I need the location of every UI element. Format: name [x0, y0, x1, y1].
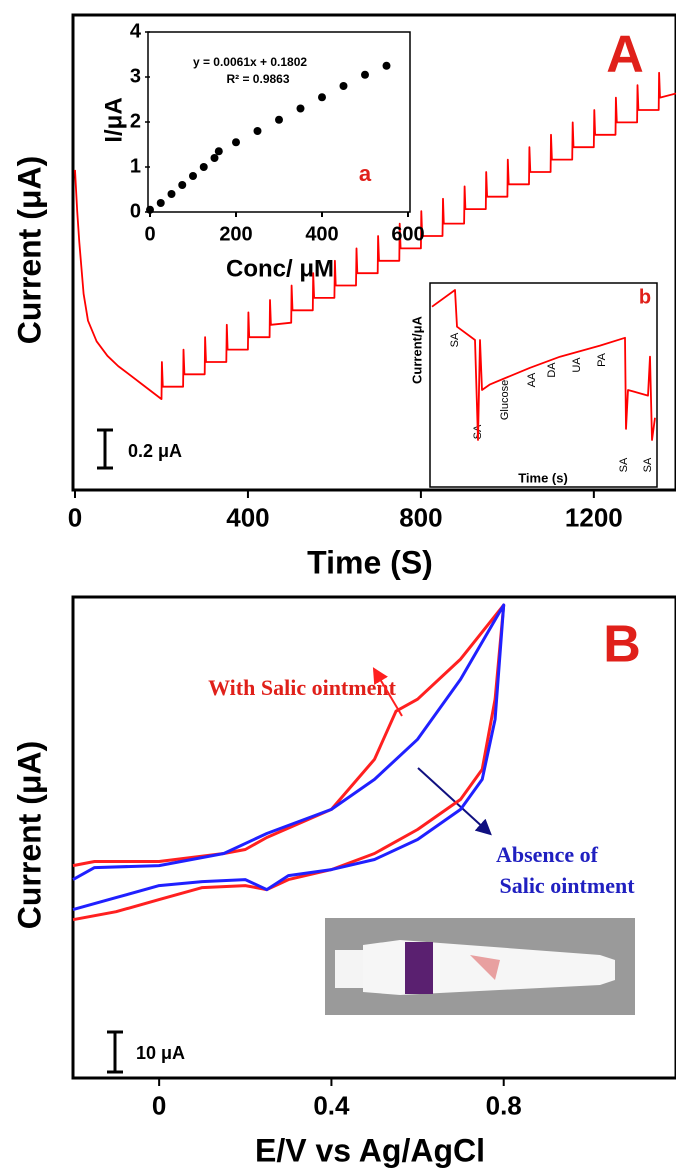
x-tick-label: 200: [219, 223, 252, 245]
legend-label: Absence of: [496, 842, 599, 867]
x-axis-title: Time (S): [307, 544, 433, 580]
scale-bar: [107, 1030, 123, 1074]
x-tick-label: 0: [144, 223, 155, 245]
point: [178, 181, 187, 189]
annotation: SA: [618, 457, 630, 472]
scale-bar: [97, 428, 113, 470]
line: [74, 71, 676, 400]
point: [214, 147, 223, 156]
y-tick-label: 2: [130, 110, 141, 132]
y-tick-label: 1: [130, 155, 141, 177]
line: [72, 603, 506, 922]
line: [431, 289, 656, 441]
annotation: Glucose: [499, 380, 511, 420]
inset-label: b: [639, 286, 651, 308]
scale-bar-label: 10 μA: [136, 1043, 185, 1063]
y-tick-label: 3: [130, 65, 141, 87]
x-tick-label: 0.8: [486, 1090, 522, 1120]
point: [189, 172, 197, 180]
point: [361, 70, 369, 79]
point: [275, 115, 283, 124]
point: [210, 154, 219, 162]
arrow: [417, 767, 492, 836]
point: [253, 127, 262, 135]
panel-a-frame: [71, 13, 676, 492]
line: [72, 603, 506, 912]
point: [382, 61, 391, 70]
panel-label: B: [603, 616, 641, 674]
annotation: AA: [526, 372, 538, 387]
inset-x-title: Conc/ μM: [226, 255, 334, 282]
point: [318, 93, 326, 102]
x-tick-label: 1200: [565, 502, 623, 532]
point: [167, 190, 176, 198]
x-tick-label: 0: [68, 502, 82, 532]
y-tick-label: 4: [130, 20, 142, 42]
panel-label: A: [606, 26, 644, 84]
inset-b-frame: [429, 282, 658, 488]
y-axis-title: Current (μA): [11, 156, 47, 344]
inset-x-title: Time (s): [518, 470, 568, 485]
product-photo: [325, 918, 635, 1015]
x-tick-label: 400: [226, 502, 269, 532]
equation: y = 0.0061x + 0.1802: [193, 55, 307, 69]
x-tick-label: 600: [391, 223, 424, 245]
scale-bar-label: 0.2 μA: [128, 441, 182, 461]
annotation: PA: [596, 352, 608, 367]
point: [199, 163, 208, 171]
panel-b-frame: [71, 595, 676, 1080]
annotation: SA: [642, 457, 654, 472]
legend-label: With Salic ointment: [208, 675, 397, 700]
x-tick-label: 0.4: [313, 1090, 350, 1120]
x-tick-label: 0: [152, 1090, 166, 1120]
inset-y-title: I/μA: [100, 97, 127, 142]
annotation: DA: [546, 362, 558, 378]
inset-y-title: Current/μA: [409, 315, 424, 384]
point: [146, 205, 154, 214]
point: [296, 104, 305, 113]
x-axis-title: E/V vs Ag/AgCl: [255, 1132, 485, 1168]
x-tick-label: 400: [305, 223, 338, 245]
point: [156, 199, 165, 207]
y-axis-title: Current (μA): [11, 741, 47, 929]
legend-label: Salic ointment: [499, 873, 635, 898]
r-squared: R² = 0.9863: [226, 72, 289, 86]
point: [232, 138, 240, 147]
annotation: UA: [571, 357, 583, 373]
x-tick-label: 800: [399, 502, 442, 532]
annotation: SA: [449, 332, 461, 347]
point: [339, 82, 348, 90]
y-tick-label: 0: [130, 200, 141, 222]
inset-label: a: [359, 161, 372, 186]
